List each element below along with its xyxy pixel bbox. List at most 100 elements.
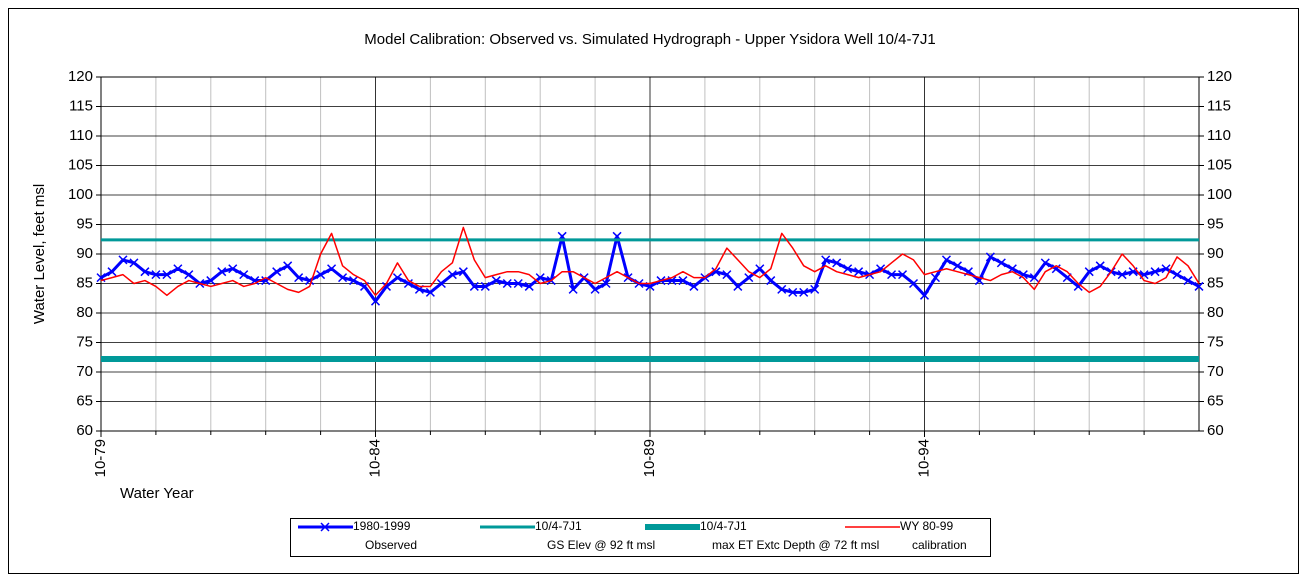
data-marker [887, 270, 897, 280]
data-marker [1183, 276, 1193, 286]
data-marker [952, 261, 962, 271]
data-marker [447, 270, 457, 280]
data-marker [854, 267, 864, 277]
y-tick-label: 100 [68, 186, 93, 203]
chart-title: Model Calibration: Observed vs. Simulate… [364, 31, 935, 48]
legend-label: 1980-1999 [353, 519, 411, 533]
data-marker [601, 278, 611, 289]
data-marker [799, 287, 809, 297]
data-marker [930, 273, 941, 283]
data-marker [876, 264, 886, 274]
data-marker [261, 276, 271, 286]
data-marker [1150, 267, 1160, 277]
y-tick-label: 80 [76, 304, 93, 321]
data-marker [744, 273, 754, 283]
data-marker [1117, 270, 1127, 280]
legend-label: GS Elev @ 92 ft msl [547, 538, 655, 552]
data-marker [590, 284, 600, 294]
y-tick-label: 105 [68, 156, 93, 173]
data-marker [1073, 281, 1083, 291]
legend-label: 10/4-7J1 [535, 519, 582, 533]
legend-label: Observed [365, 538, 417, 552]
data-marker [843, 264, 853, 274]
data-marker [491, 276, 501, 286]
data-marker [1051, 264, 1061, 274]
data-marker [689, 281, 699, 291]
data-marker [206, 276, 216, 286]
data-marker [327, 264, 337, 274]
data-marker [140, 267, 150, 277]
data-marker [535, 273, 545, 283]
legend-marker [320, 522, 330, 532]
data-marker [228, 264, 238, 274]
data-marker [502, 278, 512, 289]
data-marker [722, 270, 732, 280]
legend-label: WY 80-99 [900, 519, 953, 533]
legend-label: max ET Extc Depth @ 72 ft msl [712, 538, 879, 552]
data-marker [129, 258, 139, 268]
data-marker [1007, 264, 1017, 274]
data-marker [480, 281, 490, 291]
data-marker [777, 284, 787, 294]
data-marker [250, 276, 260, 286]
data-marker [941, 255, 951, 265]
data-marker [151, 270, 161, 280]
data-marker [381, 281, 392, 291]
legend-label: calibration [912, 538, 967, 552]
y-tick-label: 110 [69, 127, 93, 144]
data-marker [788, 287, 798, 297]
legend-box [290, 518, 991, 557]
y2-tick-label: 60 [1207, 422, 1224, 439]
y2-tick-label: 90 [1207, 245, 1224, 262]
data-marker [919, 290, 930, 300]
data-line [100, 226, 1200, 297]
data-marker [173, 264, 183, 274]
data-marker [1018, 270, 1028, 280]
data-marker [1029, 273, 1039, 283]
data-marker [436, 278, 446, 289]
y2-tick-label: 120 [1207, 68, 1232, 85]
data-marker [513, 278, 523, 289]
y2-tick-label: 105 [1207, 156, 1232, 173]
data-marker [338, 273, 348, 283]
y2-tick-label: 115 [1207, 97, 1231, 114]
y2-tick-label: 80 [1207, 304, 1224, 321]
data-marker [1194, 281, 1204, 291]
y2-tick-label: 65 [1207, 392, 1224, 409]
y2-tick-label: 110 [1207, 127, 1231, 144]
data-marker [349, 276, 359, 286]
data-marker [821, 255, 831, 265]
y-tick-label: 75 [76, 333, 93, 350]
data-marker [996, 258, 1006, 268]
y2-tick-label: 95 [1207, 215, 1224, 232]
data-marker [711, 267, 721, 277]
y2-tick-label: 85 [1207, 274, 1224, 291]
data-marker [810, 284, 820, 294]
y-axis-label: Water Level, feet msl [31, 184, 48, 324]
data-marker [755, 264, 765, 274]
plot-frame [100, 76, 1200, 432]
x-tick-label: 10-79 [92, 439, 109, 477]
y-tick-label: 65 [76, 392, 93, 409]
data-marker [985, 252, 995, 262]
data-marker [766, 276, 776, 286]
y-tick-label: 70 [76, 363, 93, 380]
data-marker [118, 255, 128, 265]
data-marker [425, 287, 435, 297]
y-tick-label: 115 [69, 97, 93, 114]
data-marker [1172, 270, 1182, 280]
data-marker [283, 261, 293, 271]
data-marker [316, 270, 326, 280]
data-marker [832, 258, 842, 268]
data-marker [908, 278, 919, 289]
data-marker [294, 273, 304, 283]
data-marker [469, 281, 479, 291]
x-axis-label: Water Year [120, 485, 194, 502]
data-marker [1095, 261, 1105, 271]
data-marker [107, 267, 117, 277]
data-marker [1084, 267, 1094, 277]
data-marker [162, 270, 172, 280]
data-marker [184, 270, 194, 280]
y-tick-label: 85 [76, 274, 93, 291]
y2-tick-label: 70 [1207, 363, 1224, 380]
